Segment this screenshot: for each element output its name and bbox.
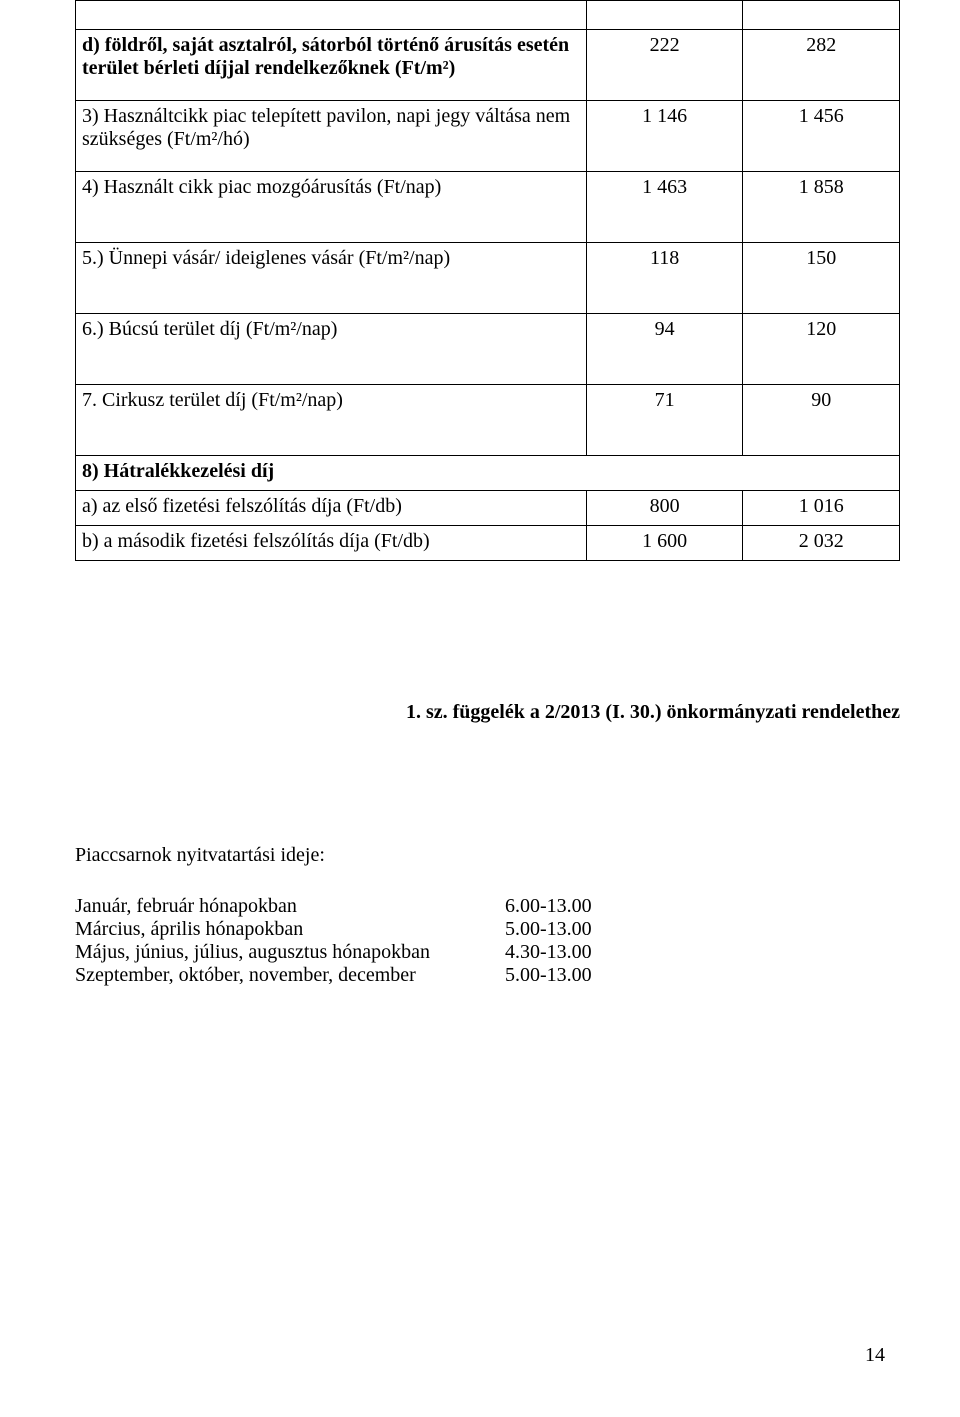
cell-col2: 1 456 [743,101,900,172]
table-row: 5.) Ünnepi vásár/ ideiglenes vásár (Ft/m… [76,243,900,314]
cell-col2: 2 032 [743,526,900,561]
table-row: 8) Hátralékkezelési díj [76,456,900,491]
cell-desc: 5.) Ünnepi vásár/ ideiglenes vásár (Ft/m… [76,243,587,314]
cell-desc: b) a második fizetési felszólítás díja (… [76,526,587,561]
list-item: Március, április hónapokban 5.00-13.00 [75,918,900,941]
opening-time: 6.00-13.00 [505,895,592,918]
cell-col2: 90 [743,385,900,456]
cell-desc [76,1,587,30]
opening-label: Január, február hónapokban [75,895,505,918]
table-row [76,1,900,30]
table-row: 7. Cirkusz terület díj (Ft/m²/nap) 71 90 [76,385,900,456]
cell-desc: 3) Használtcikk piac telepített pavilon,… [76,101,587,172]
opening-time: 5.00-13.00 [505,918,592,941]
cell-desc: 4) Használt cikk piac mozgóárusítás (Ft/… [76,172,587,243]
cell-col1 [586,1,743,30]
cell-desc: 7. Cirkusz terület díj (Ft/m²/nap) [76,385,587,456]
fee-table: d) földről, saját asztalról, sátorból tö… [75,0,900,561]
cell-col1: 1 600 [586,526,743,561]
cell-col2 [743,1,900,30]
cell-col1: 222 [586,30,743,101]
cell-col1: 118 [586,243,743,314]
cell-col2: 150 [743,243,900,314]
opening-hours-heading: Piaccsarnok nyitvatartási ideje: [75,844,900,867]
cell-desc: 6.) Búcsú terület díj (Ft/m²/nap) [76,314,587,385]
list-item: Január, február hónapokban 6.00-13.00 [75,895,900,918]
page: d) földről, saját asztalról, sátorból tö… [0,0,960,1417]
table-row: b) a második fizetési felszólítás díja (… [76,526,900,561]
table-row: 6.) Búcsú terület díj (Ft/m²/nap) 94 120 [76,314,900,385]
opening-hours-list: Január, február hónapokban 6.00-13.00 Má… [75,895,900,987]
cell-col1: 94 [586,314,743,385]
cell-col2: 1 016 [743,491,900,526]
cell-desc: 8) Hátralékkezelési díj [76,456,900,491]
opening-hours-section: Piaccsarnok nyitvatartási ideje: Január,… [75,844,900,987]
cell-col2: 1 858 [743,172,900,243]
list-item: Szeptember, október, november, december … [75,964,900,987]
cell-col2: 282 [743,30,900,101]
table-row: 4) Használt cikk piac mozgóárusítás (Ft/… [76,172,900,243]
cell-col1: 1 146 [586,101,743,172]
opening-label: Május, június, július, augusztus hónapok… [75,941,505,964]
table-row: a) az első fizetési felszólítás díja (Ft… [76,491,900,526]
cell-desc: d) földről, saját asztalról, sátorból tö… [76,30,587,101]
page-number: 14 [865,1344,885,1367]
cell-desc: a) az első fizetési felszólítás díja (Ft… [76,491,587,526]
list-item: Május, június, július, augusztus hónapok… [75,941,900,964]
opening-time: 5.00-13.00 [505,964,592,987]
cell-col2: 120 [743,314,900,385]
opening-label: Március, április hónapokban [75,918,505,941]
cell-col1: 800 [586,491,743,526]
opening-label: Szeptember, október, november, december [75,964,505,987]
fee-table-body: d) földről, saját asztalról, sátorból tö… [76,1,900,561]
table-row: 3) Használtcikk piac telepített pavilon,… [76,101,900,172]
table-row: d) földről, saját asztalról, sátorból tö… [76,30,900,101]
cell-col1: 1 463 [586,172,743,243]
cell-col1: 71 [586,385,743,456]
opening-time: 4.30-13.00 [505,941,592,964]
appendix-title: 1. sz. függelék a 2/2013 (I. 30.) önkorm… [75,701,900,724]
